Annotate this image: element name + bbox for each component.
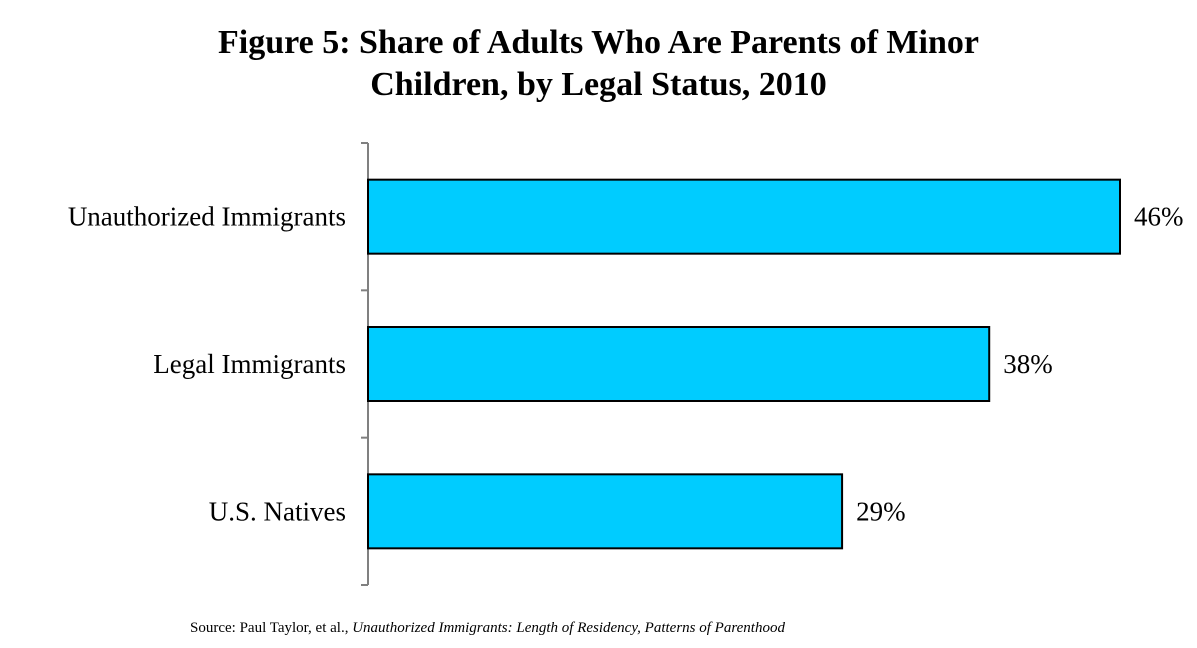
category-label: Unauthorized Immigrants	[68, 202, 346, 232]
bar	[367, 473, 844, 550]
source-prefix: Source: Paul Taylor, et al.,	[190, 620, 349, 636]
chart-title-line-1: Figure 5: Share of Adults Who Are Parent…	[218, 24, 979, 61]
data-label: 38%	[1003, 349, 1053, 379]
source-title: Unauthorized Immigrants: Length of Resid…	[352, 620, 785, 636]
chart-title-line-2: Children, by Legal Status, 2010	[370, 66, 827, 103]
data-label: 29%	[856, 496, 906, 526]
bar	[367, 326, 991, 402]
category-label: U.S. Natives	[209, 496, 346, 526]
category-label: Legal Immigrants	[153, 349, 346, 379]
bar	[367, 178, 1121, 255]
chart-title: Figure 5: Share of Adults Who Are Parent…	[0, 22, 1197, 106]
data-label: 46%	[1134, 202, 1184, 232]
source-note: Source: Paul Taylor, et al., Unauthorize…	[190, 620, 1190, 637]
